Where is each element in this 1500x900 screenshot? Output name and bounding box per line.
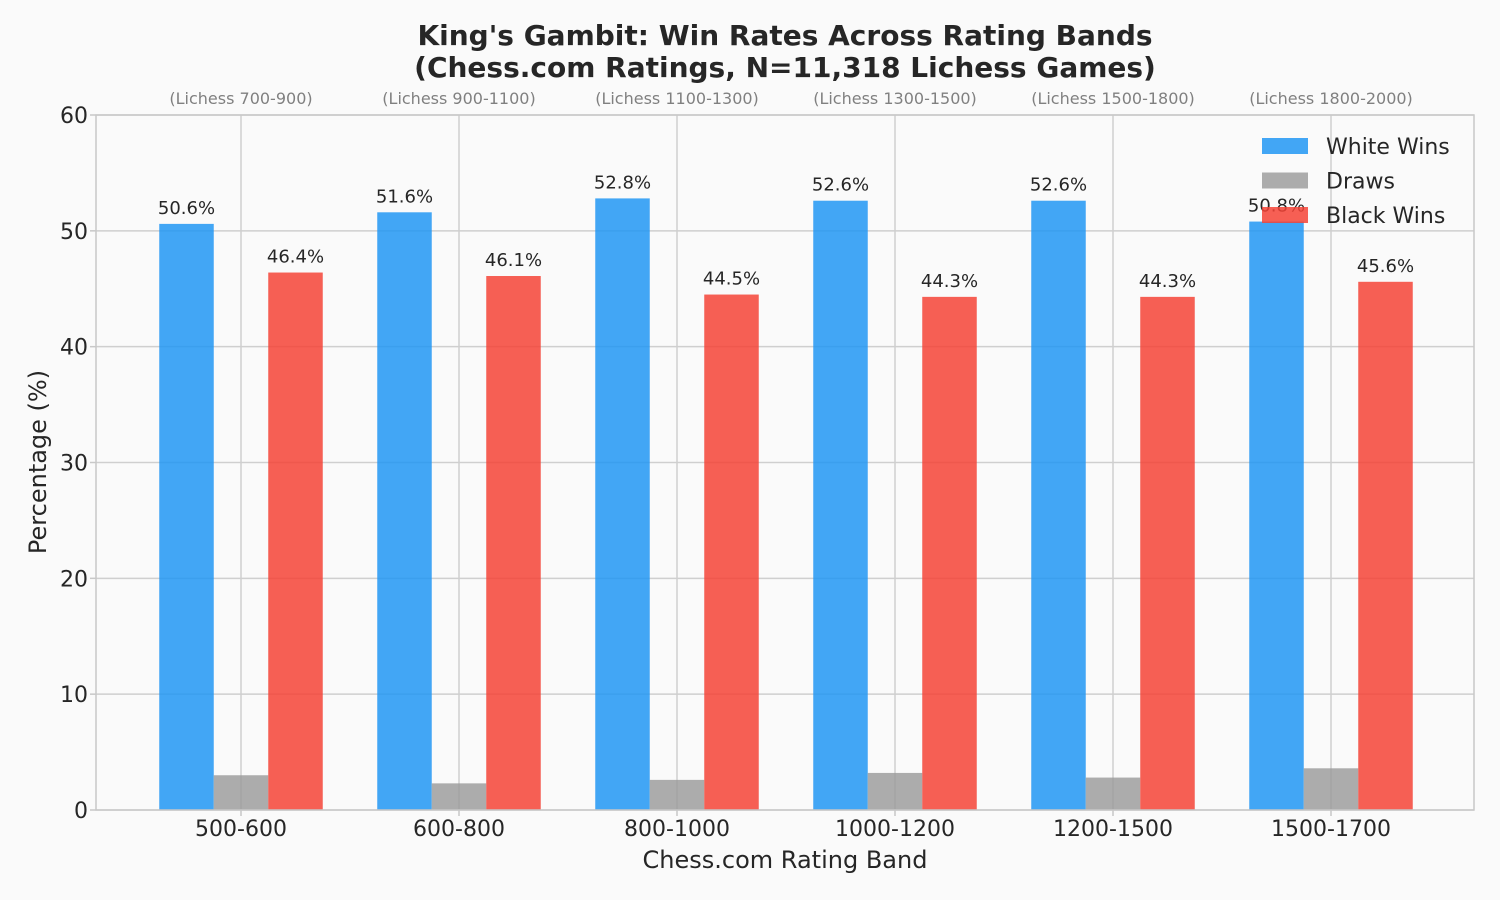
y-tick-label-4: 40 [60, 336, 88, 361]
y-tick-label-3: 30 [60, 452, 88, 477]
x-tick-label-2: 800-1000 [624, 817, 730, 842]
bar-draws-4 [1085, 777, 1141, 810]
bar-white-wins-1 [377, 212, 432, 811]
secondary-label-0: (Lichess 700-900) [169, 89, 312, 108]
bar-draws-2 [649, 779, 705, 810]
data-labels-group: 50.6%51.6%52.8% 52.6% 52.6%50.8%46.4% 46.1%… [158, 172, 1414, 291]
bar-white-wins-0 [159, 223, 214, 811]
data-label-white-wins-2: 52.8% [594, 172, 651, 193]
secondary-axis-labels: (Lichess 700-900) (Lichess 900-1100) (Lich… [169, 89, 1412, 108]
bar-draws-5 [1303, 768, 1359, 810]
bar-black-wins-4 [1140, 296, 1195, 810]
data-label-black-wins-0: 46.4% [267, 247, 324, 268]
x-axis-label: Chess.com Rating Band [643, 846, 928, 874]
y-axis-label: Percentage (%) [24, 370, 52, 554]
y-tick-label-6: 60 [60, 104, 88, 129]
x-tick-label-1: 600-800 [413, 817, 505, 842]
data-label-white-wins-4: 52.6% [1030, 175, 1087, 196]
bar-white-wins-2 [595, 198, 650, 810]
bar-black-wins-5 [1358, 281, 1413, 810]
secondary-label-5: (Lichess 1800-2000) [1249, 89, 1413, 108]
x-tick-label-5: 1500-1700 [1271, 817, 1391, 842]
bar-black-wins-1 [486, 276, 541, 811]
legend-swatch-0 [1262, 138, 1308, 154]
data-label-white-wins-1: 51.6% [376, 186, 433, 207]
chart-title-line-2: (Chess.com Ratings, N=11,318 Lichess Gam… [414, 51, 1156, 84]
legend-swatch-2 [1262, 207, 1308, 223]
secondary-label-2: (Lichess 1100-1300) [595, 89, 759, 108]
data-label-black-wins-4: 44.3% [1139, 271, 1196, 292]
y-tick-label-0: 0 [74, 799, 88, 824]
data-label-white-wins-0: 50.6% [158, 198, 215, 219]
y-tick-label-1: 10 [60, 683, 88, 708]
bar-white-wins-4 [1031, 200, 1086, 810]
legend: White Wins Draws Black Wins [1262, 135, 1450, 229]
x-tick-label-3: 1000-1200 [835, 817, 955, 842]
x-tick-label-0: 500-600 [195, 817, 287, 842]
legend-label-1: Draws [1326, 170, 1395, 195]
bar-black-wins-0 [268, 272, 323, 810]
secondary-label-4: (Lichess 1500-1800) [1031, 89, 1195, 108]
legend-swatch-1 [1262, 172, 1308, 189]
secondary-label-1: (Lichess 900-1100) [382, 89, 535, 108]
data-label-white-wins-3: 52.6% [812, 175, 869, 196]
chart-title-line-1: King's Gambit: Win Rates Across Rating B… [417, 19, 1152, 52]
secondary-label-3: (Lichess 1300-1500) [813, 89, 977, 108]
x-tick-label-4: 1200-1500 [1053, 817, 1173, 842]
bar-black-wins-3 [922, 296, 977, 810]
legend-label-2: Black Wins [1326, 204, 1445, 229]
bars-group [159, 198, 1413, 811]
bar-black-wins-2 [704, 294, 759, 811]
y-tick-label-5: 50 [60, 220, 88, 245]
data-label-black-wins-2: 44.5% [703, 269, 760, 290]
data-label-black-wins-3: 44.3% [921, 271, 978, 292]
bar-white-wins-5 [1249, 221, 1304, 811]
data-label-black-wins-1: 46.1% [485, 250, 542, 271]
data-label-black-wins-5: 45.6% [1357, 256, 1414, 277]
y-axis-ticks: 0 10 20 30 40 50 60 [60, 104, 96, 824]
bar-draws-1 [431, 783, 487, 810]
bar-draws-0 [213, 775, 269, 810]
x-axis-ticks: 500-600 600-800 800-1000 1000-1200 1200-1500… [195, 810, 1391, 842]
legend-label-0: White Wins [1326, 135, 1450, 160]
y-tick-label-2: 20 [60, 567, 88, 592]
bar-draws-3 [867, 772, 923, 810]
bar-white-wins-3 [813, 200, 868, 810]
